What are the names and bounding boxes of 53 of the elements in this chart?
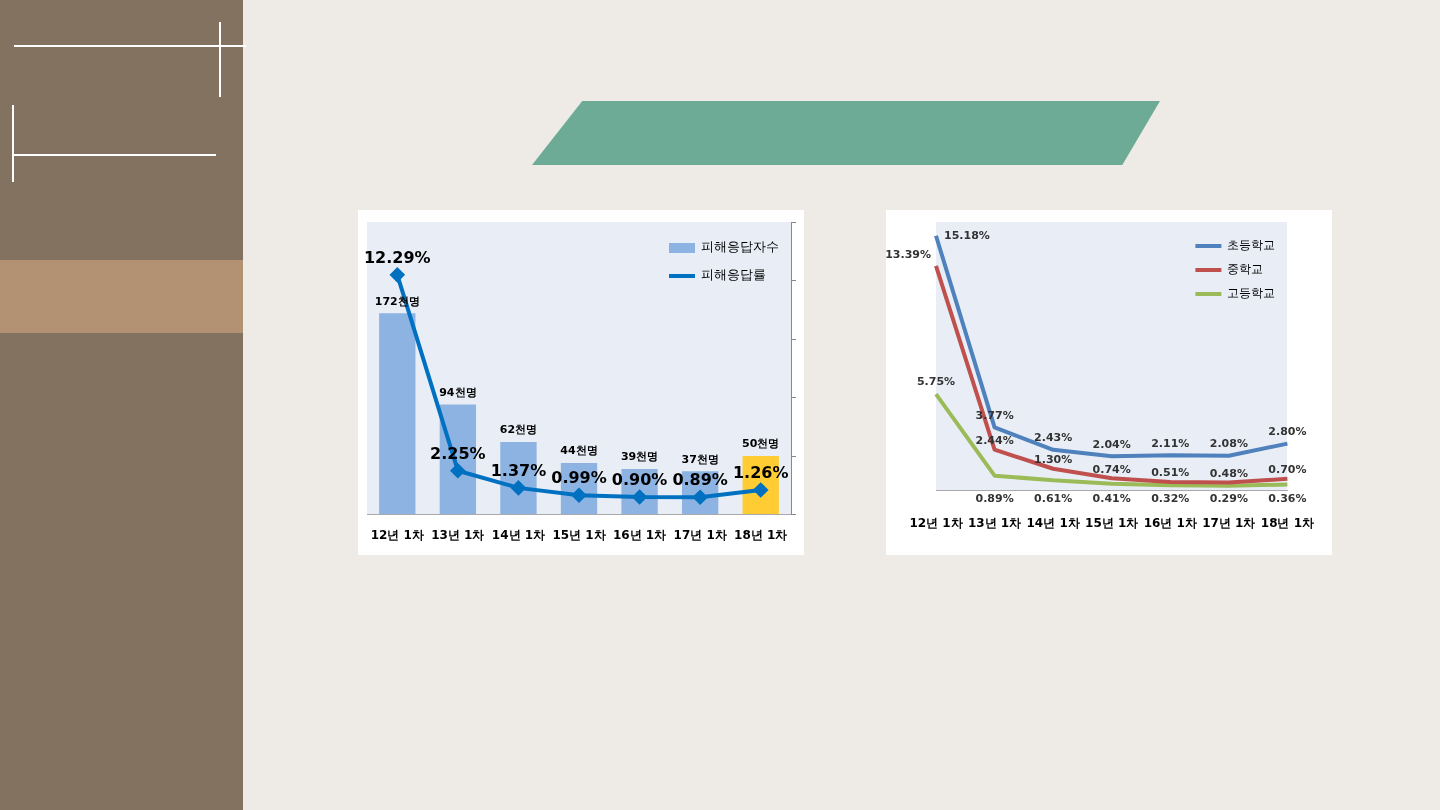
x-tick-label: 18년 1차 xyxy=(734,527,788,542)
data-label: 0.89% xyxy=(672,470,728,490)
data-label: 2.04% xyxy=(1092,437,1131,451)
x-tick-label: 14년 1차 xyxy=(1026,515,1080,530)
x-tick-label: 13년 1차 xyxy=(967,515,1022,530)
point xyxy=(450,463,465,478)
point xyxy=(511,480,526,495)
x-tick-label: 15년 1차 xyxy=(552,527,606,542)
data-label: 44천명 xyxy=(560,444,598,458)
x-tick-label: 14년 1차 xyxy=(491,527,546,542)
legend-label: 피해응답자수 xyxy=(701,239,779,255)
data-label: 50천명 xyxy=(742,437,780,451)
data-label: 39천명 xyxy=(620,450,659,464)
x-tick-label: 16년 1차 xyxy=(612,527,667,542)
data-label: 0.41% xyxy=(1092,491,1131,505)
bar xyxy=(379,313,416,515)
data-label: 0.32% xyxy=(1151,491,1190,505)
legend-label: 고등학교 xyxy=(1227,286,1276,301)
data-label: 0.61% xyxy=(1034,491,1073,505)
x-tick-label: 12년 1차 xyxy=(370,527,424,542)
data-label: 0.29% xyxy=(1209,491,1248,505)
data-label: 12.29% xyxy=(363,248,431,268)
data-label: 0.89% xyxy=(975,491,1014,505)
x-tick-label: 17년 1차 xyxy=(673,527,727,542)
data-label: 0.99% xyxy=(551,468,607,488)
x-tick-label: 18년 1차 xyxy=(1260,515,1314,530)
data-label: 0.70% xyxy=(1268,463,1307,477)
data-label: 2.80% xyxy=(1268,424,1307,438)
data-label: 2.08% xyxy=(1209,437,1248,451)
x-tick-label: 16년 1차 xyxy=(1143,515,1197,530)
data-label: 5.75% xyxy=(916,375,956,389)
data-label: 2.11% xyxy=(1151,436,1190,450)
data-label: 2.43% xyxy=(1034,431,1073,445)
data-label: 0.74% xyxy=(1092,462,1131,476)
data-label: 0.36% xyxy=(1268,491,1307,505)
data-label: 1.30% xyxy=(1034,453,1073,467)
data-label: 37천명 xyxy=(681,452,719,466)
data-label: 94천명 xyxy=(439,385,477,399)
point xyxy=(390,267,405,282)
data-label: 1.37% xyxy=(490,461,547,481)
x-tick-label: 17년 1차 xyxy=(1202,515,1256,530)
legend-label: 중학교 xyxy=(1227,262,1264,277)
data-label: 0.51% xyxy=(1151,466,1190,480)
legend-label: 초등학교 xyxy=(1227,238,1276,253)
data-label: 0.90% xyxy=(611,470,668,490)
data-label: 62천명 xyxy=(499,423,538,437)
data-label: 0.48% xyxy=(1209,466,1248,480)
legend-label: 피해응답률 xyxy=(701,267,766,283)
data-label: 15.18% xyxy=(944,229,990,243)
x-tick-label: 15년 1차 xyxy=(1085,515,1139,530)
data-label: 13.39% xyxy=(885,248,931,262)
x-tick-label: 13년 1차 xyxy=(431,527,485,542)
x-tick-label: 12년 1차 xyxy=(909,515,963,530)
